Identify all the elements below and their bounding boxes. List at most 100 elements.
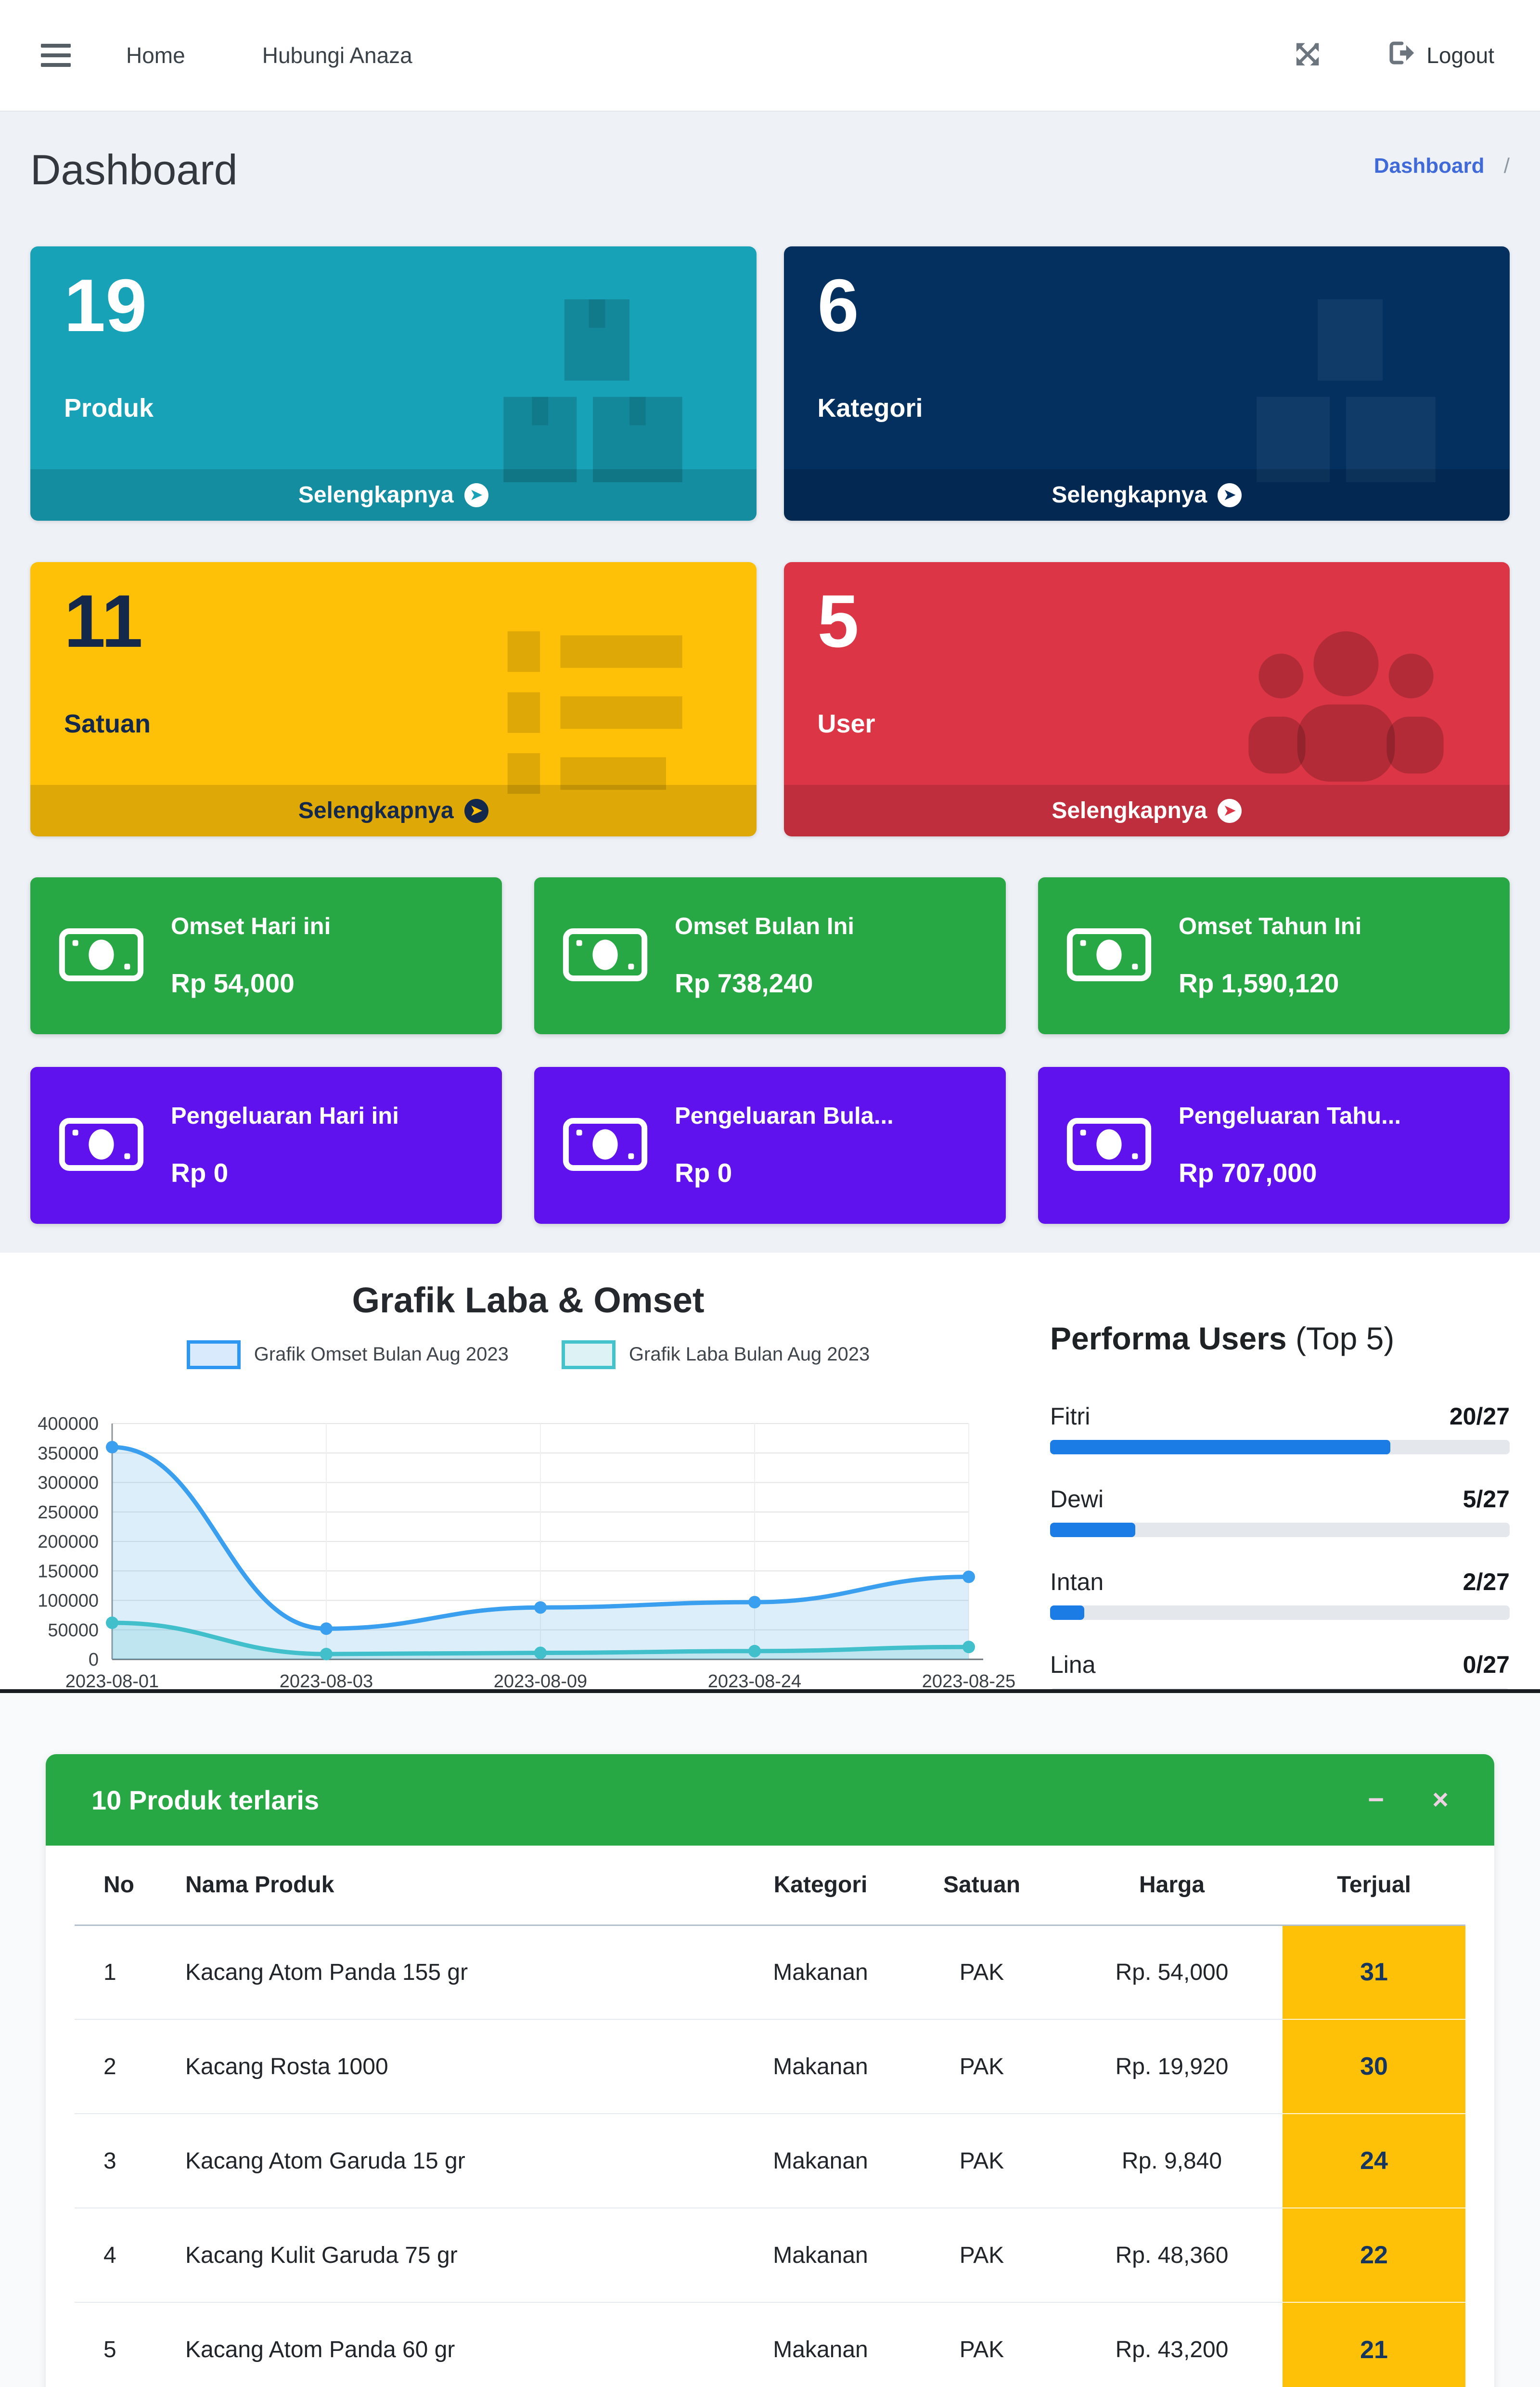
performa-title-text: Performa Users: [1050, 1321, 1287, 1356]
card-value: Rp 0: [171, 1158, 229, 1188]
smallbox-satuan: 11 Satuan Selengkapnya ➤: [30, 562, 757, 836]
user-score: 5/27: [1463, 1486, 1510, 1513]
selengkapnya-label: Selengkapnya: [1052, 798, 1207, 823]
arrow-circle-right-icon: ➤: [464, 798, 488, 823]
legend-item-laba[interactable]: Grafik Laba Bulan Aug 2023: [561, 1340, 870, 1369]
card-pengeluaran-hari: Pengeluaran Hari ini Rp 0: [30, 1067, 502, 1224]
breadcrumb-separator: /: [1503, 154, 1510, 178]
legend-item-omset[interactable]: Grafik Omset Bulan Aug 2023: [186, 1340, 509, 1369]
performa-user-row: Intan 2/27: [1050, 1568, 1510, 1651]
arrow-circle-right-icon: ➤: [1218, 798, 1242, 823]
table-row: 4 Kacang Kulit Garuda 75 gr Makanan PAK Rp.…: [75, 2207, 1465, 2302]
produk-terlaris-card: 10 Produk terlaris − × No Nama Produk Ka…: [46, 1754, 1494, 2387]
content-header: Dashboard Dashboard /: [30, 145, 1510, 203]
smallbox-user: 5 User Selengkapnya ➤: [783, 562, 1510, 836]
progress-fill: [1050, 1440, 1391, 1454]
user-name: Dewi: [1050, 1486, 1104, 1513]
breadcrumb: Dashboard /: [1374, 154, 1510, 178]
legend-label: Grafik Laba Bulan Aug 2023: [629, 1344, 870, 1365]
money-bill-icon: [561, 921, 650, 991]
chart-section: Grafik Laba & Omset Grafik Omset Bulan A…: [0, 1253, 1540, 1689]
user-score: 20/27: [1449, 1403, 1510, 1430]
card-title: Omset Tahun Ini: [1179, 913, 1362, 939]
section-divider: [0, 1689, 1540, 1693]
svg-text:100000: 100000: [38, 1591, 99, 1611]
legend-swatch-laba: [561, 1340, 616, 1369]
svg-text:400000: 400000: [38, 1414, 99, 1434]
card-title: Omset Hari ini: [171, 913, 331, 939]
minimize-icon[interactable]: −: [1368, 1784, 1385, 1815]
produk-terlaris-title: 10 Produk terlaris: [91, 1784, 320, 1815]
card-omset-hari: Omset Hari ini Rp 54,000: [30, 877, 502, 1034]
progress-bar: [1050, 1688, 1510, 1689]
svg-text:50000: 50000: [48, 1620, 99, 1641]
performa-title: Performa Users (Top 5): [1050, 1320, 1510, 1357]
pengeluaran-cards: Pengeluaran Hari ini Rp 0 Pengeluaran Bu…: [30, 1067, 1510, 1224]
breadcrumb-dashboard-link[interactable]: Dashboard: [1373, 154, 1485, 178]
svg-text:250000: 250000: [38, 1502, 99, 1523]
card-pengeluaran-tahun: Pengeluaran Tahu... Rp 707,000: [1038, 1067, 1510, 1224]
arrow-circle-right-icon: ➤: [1218, 483, 1242, 507]
kategori-label: Kategori: [817, 394, 923, 423]
content-area: Dashboard Dashboard / 19 Produk Selengka…: [0, 112, 1540, 1253]
nav-link-hubungi-anaza[interactable]: Hubungi Anaza: [262, 43, 412, 68]
table-header-row: No Nama Produk Kategori Satuan Harga Ter…: [75, 1846, 1465, 1926]
card-value: Rp 54,000: [171, 968, 295, 998]
svg-text:300000: 300000: [38, 1473, 99, 1493]
produk-terlaris-header: 10 Produk terlaris − ×: [46, 1754, 1494, 1846]
user-selengkapnya-link[interactable]: Selengkapnya ➤: [783, 785, 1510, 836]
produk-count: 19: [64, 264, 147, 347]
produk-terlaris-table: No Nama Produk Kategori Satuan Harga Ter…: [75, 1846, 1465, 2387]
user-name: Intan: [1050, 1568, 1104, 1595]
legend-label: Grafik Omset Bulan Aug 2023: [254, 1344, 509, 1365]
performa-rows: Fitri 20/27 Dewi 5/27 Intan 2/27 Lina 0/…: [1050, 1402, 1510, 1689]
card-omset-tahun: Omset Tahun Ini Rp 1,590,120: [1038, 877, 1510, 1034]
close-icon[interactable]: ×: [1432, 1784, 1449, 1815]
fullscreen-icon[interactable]: [1292, 40, 1322, 70]
kategori-selengkapnya-link[interactable]: Selengkapnya ➤: [783, 469, 1510, 521]
svg-text:2023-08-01: 2023-08-01: [65, 1671, 159, 1689]
nav-links: Home Hubungi Anaza: [126, 42, 412, 68]
hamburger-icon[interactable]: [41, 44, 71, 67]
card-title: Pengeluaran Tahu...: [1179, 1103, 1401, 1129]
svg-text:0: 0: [89, 1650, 99, 1670]
user-count: 5: [817, 579, 859, 663]
performa-user-row: Dewi 5/27: [1050, 1485, 1510, 1568]
smallbox-produk: 19 Produk Selengkapnya ➤: [30, 246, 757, 521]
col-satuan: Satuan: [902, 1846, 1061, 1926]
list-icon: [507, 631, 682, 794]
progress-bar: [1050, 1605, 1510, 1620]
nav-link-home[interactable]: Home: [126, 43, 185, 68]
user-name: Fitri: [1050, 1403, 1091, 1430]
card-pengeluaran-bulan: Pengeluaran Bula... Rp 0: [534, 1067, 1006, 1224]
progress-fill: [1050, 1523, 1135, 1537]
money-bill-icon: [561, 1110, 650, 1181]
svg-text:150000: 150000: [38, 1561, 99, 1581]
svg-text:350000: 350000: [38, 1443, 99, 1463]
table-section: 10 Produk terlaris − × No Nama Produk Ka…: [0, 1693, 1540, 2387]
svg-text:2023-08-09: 2023-08-09: [494, 1671, 587, 1689]
card-title: Pengeluaran Hari ini: [171, 1103, 399, 1129]
table-row: 5 Kacang Atom Panda 60 gr Makanan PAK Rp. 4…: [75, 2302, 1465, 2387]
selengkapnya-label: Selengkapnya: [1052, 482, 1207, 508]
svg-text:2023-08-24: 2023-08-24: [708, 1671, 801, 1689]
money-bill-icon: [57, 1110, 146, 1181]
satuan-label: Satuan: [64, 709, 151, 738]
boxes-icon: [503, 299, 682, 482]
user-name: Lina: [1050, 1651, 1096, 1678]
card-tools: − ×: [1368, 1786, 1449, 1814]
col-nama: Nama Produk: [147, 1846, 739, 1926]
produk-selengkapnya-link[interactable]: Selengkapnya ➤: [30, 469, 757, 521]
user-score: 0/27: [1463, 1651, 1510, 1678]
progress-bar: [1050, 1440, 1510, 1454]
card-title: Omset Bulan Ini: [675, 913, 855, 939]
card-value: Rp 707,000: [1179, 1158, 1317, 1188]
satuan-selengkapnya-link[interactable]: Selengkapnya ➤: [30, 785, 757, 836]
selengkapnya-label: Selengkapnya: [298, 482, 454, 508]
legend-swatch-omset: [186, 1340, 241, 1369]
card-title: Pengeluaran Bula...: [675, 1103, 894, 1129]
logout-button[interactable]: Logout: [1387, 39, 1494, 72]
col-kategori: Kategori: [739, 1846, 902, 1926]
table-row: 2 Kacang Rosta 1000 Makanan PAK Rp. 19,920 3…: [75, 2019, 1465, 2114]
kategori-count: 6: [817, 264, 859, 347]
